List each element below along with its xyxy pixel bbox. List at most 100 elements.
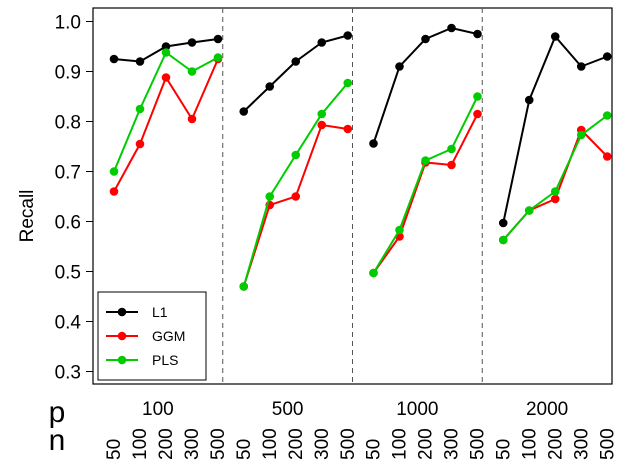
point-ggm-p500-n300 <box>317 120 327 130</box>
point-l1-p1000-n500 <box>473 29 482 39</box>
point-l1-p500-n200 <box>291 57 301 66</box>
point-pls-p500-n50 <box>239 282 249 291</box>
legend-box <box>97 291 207 381</box>
series-line-pls-p1000 <box>372 96 479 274</box>
point-l1-p1000-n200 <box>421 34 430 44</box>
n-tick-label: 50 <box>364 439 385 460</box>
point-ggm-p100-n300 <box>187 114 197 124</box>
point-l1-p1000-n50 <box>369 139 378 148</box>
point-l1-p2000-n500 <box>602 52 612 61</box>
n-tick-label: 100 <box>519 428 540 460</box>
legend: L1 GGM PLS <box>97 291 207 381</box>
legend-marker-pls <box>117 355 127 365</box>
point-pls-p1000-n500 <box>473 92 482 101</box>
n-tick-label: 100 <box>130 428 151 460</box>
p-group-label: 500 <box>272 399 304 420</box>
point-ggm-p500-n500 <box>343 124 353 134</box>
panel-dividers <box>222 8 483 384</box>
n-tick-label: 300 <box>312 428 333 460</box>
y-tick-label: 1.0 <box>55 13 81 34</box>
y-tick-label: 0.4 <box>55 313 82 334</box>
p-group-label: 2000 <box>526 399 568 420</box>
legend-label-l1: L1 <box>152 304 168 320</box>
n-tick-label: 100 <box>390 428 411 460</box>
point-ggm-p100-n100 <box>135 139 145 149</box>
p-group-label: 1000 <box>396 399 438 420</box>
y-axis-label: Recall <box>17 190 38 243</box>
point-pls-p2000-n50 <box>498 235 508 245</box>
point-pls-p500-n300 <box>317 109 327 119</box>
point-l1-p500-n300 <box>317 38 327 47</box>
point-pls-p100-n200 <box>161 48 171 57</box>
n-tick-label: 500 <box>597 428 618 460</box>
point-pls-p2000-n200 <box>550 187 560 196</box>
point-l1-p100-n50 <box>109 54 119 64</box>
point-l1-p100-n200 <box>161 42 171 51</box>
n-tick-label: 500 <box>338 428 359 460</box>
y-tick-label: 0.8 <box>55 113 81 134</box>
point-l1-p100-n500 <box>213 34 223 44</box>
p-row-label: p <box>49 396 66 429</box>
point-pls-p500-n500 <box>343 78 353 88</box>
n-tick-label: 300 <box>442 428 463 460</box>
series-line-ggm-p1000 <box>372 113 479 274</box>
n-tick-label: 200 <box>416 428 437 460</box>
y-tick-label: 0.5 <box>55 263 81 284</box>
point-l1-p100-n300 <box>187 38 197 47</box>
y-tick-label: 0.6 <box>55 213 81 234</box>
y-tick-label: 0.9 <box>55 63 81 84</box>
point-l1-p500-n100 <box>265 82 275 91</box>
n-tick-label: 200 <box>545 428 566 460</box>
point-pls-p2000-n500 <box>602 111 612 120</box>
point-ggm-p500-n200 <box>291 192 301 201</box>
n-tick-label: 200 <box>286 428 307 460</box>
point-pls-p100-n500 <box>213 53 223 62</box>
n-tick-label: 50 <box>493 439 514 460</box>
point-pls-p100-n300 <box>187 67 197 76</box>
point-l1-p2000-n100 <box>524 95 534 105</box>
point-l1-p500-n50 <box>239 107 249 116</box>
point-ggm-p100-n50 <box>109 187 119 196</box>
legend-marker-l1 <box>117 307 127 317</box>
point-pls-p100-n50 <box>109 167 119 176</box>
point-l1-p100-n100 <box>135 57 145 66</box>
n-tick-label: 50 <box>104 439 125 460</box>
point-l1-p1000-n100 <box>395 62 404 71</box>
legend-label-ggm: GGM <box>152 328 185 344</box>
series-layer <box>109 23 612 291</box>
n-tick-label: 200 <box>156 428 177 460</box>
n-tick-label: 300 <box>571 428 592 460</box>
n-tick-label: 500 <box>208 428 229 460</box>
point-l1-p2000-n50 <box>498 218 508 228</box>
y-tick-label: 0.7 <box>55 163 81 184</box>
point-ggm-p100-n200 <box>161 73 171 82</box>
point-pls-p500-n100 <box>265 192 275 201</box>
y-axis: 0.3 0.4 0.5 0.6 0.7 0.8 0.9 1.0 <box>55 13 93 384</box>
point-l1-p2000-n300 <box>576 62 586 71</box>
series-line-pls-p100 <box>113 50 219 172</box>
point-ggm-p2000-n500 <box>602 152 612 161</box>
n-tick-label: 300 <box>182 428 203 460</box>
point-l1-p2000-n200 <box>550 32 560 41</box>
point-l1-p500-n500 <box>343 31 353 40</box>
point-pls-p500-n200 <box>291 150 301 160</box>
n-tick-label: 500 <box>468 428 489 460</box>
legend-marker-ggm <box>117 331 127 341</box>
series-line-ggm-p500 <box>242 123 348 287</box>
n-tick-label: 50 <box>234 439 255 460</box>
point-ggm-p2000-n200 <box>550 194 560 204</box>
point-l1-p1000-n300 <box>447 23 456 33</box>
y-tick-label: 0.3 <box>55 363 81 384</box>
point-pls-p1000-n200 <box>421 156 430 165</box>
p-group-label: 100 <box>142 399 174 420</box>
legend-label-pls: PLS <box>152 352 178 368</box>
point-pls-p1000-n50 <box>369 268 378 278</box>
point-ggm-p1000-n300 <box>447 160 456 170</box>
point-pls-p2000-n300 <box>576 130 586 140</box>
point-pls-p100-n100 <box>135 104 145 114</box>
n-tick-label: 100 <box>260 428 281 460</box>
point-pls-p1000-n100 <box>395 225 404 235</box>
point-ggm-p1000-n500 <box>473 109 482 119</box>
